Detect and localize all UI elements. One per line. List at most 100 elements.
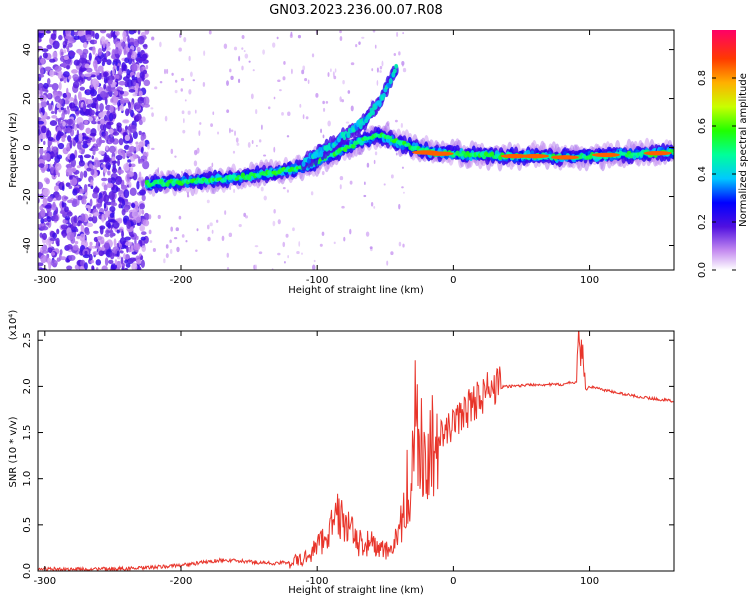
- heatmap-cell: [63, 107, 67, 113]
- heatmap-cell: [110, 98, 114, 103]
- heatmap-cell: [108, 113, 114, 122]
- heatmap-cell: [128, 89, 136, 93]
- heatmap-cell: [396, 31, 399, 37]
- heatmap-cell: [151, 147, 155, 151]
- heatmap-cell: [398, 241, 402, 247]
- heatmap-cell: [53, 169, 56, 177]
- heatmap-cell: [51, 146, 59, 153]
- heatmap-cell: [188, 55, 191, 62]
- heatmap-cell: [50, 111, 55, 115]
- heatmap-cell: [54, 106, 58, 115]
- heatmap-cell: [393, 52, 397, 56]
- heatmap-cell: [85, 127, 91, 135]
- heatmap-cell: [398, 203, 401, 210]
- heatmap-cell: [258, 251, 263, 255]
- heatmap-cell: [38, 30, 46, 34]
- heatmap-cell: [171, 72, 174, 76]
- heatmap-cell: [83, 73, 92, 78]
- heatmap-cell: [140, 231, 147, 236]
- heatmap-cell: [107, 170, 111, 176]
- heatmap-cell: [146, 151, 149, 157]
- heatmap-cell: [195, 249, 198, 252]
- heatmap-cell: [126, 245, 129, 253]
- heatmap-cell: [92, 147, 99, 152]
- heatmap-cell: [69, 139, 73, 149]
- snr-y-unit: (x10⁴): [8, 310, 19, 341]
- heatmap-cell: [351, 144, 356, 149]
- heatmap-cell: [40, 58, 45, 64]
- heatmap-cell: [392, 68, 397, 74]
- heatmap-cell: [45, 30, 51, 34]
- heatmap-cell: [107, 219, 116, 223]
- heatmap-cell: [140, 146, 144, 154]
- heatmap-cell: [254, 264, 257, 270]
- heatmap-cell: [135, 243, 140, 249]
- heatmap-cell: [96, 235, 103, 241]
- heatmap-cell: [50, 33, 57, 40]
- heatmap-cell: [56, 240, 59, 246]
- heatmap-cell: [301, 252, 303, 255]
- heatmap-cell: [163, 258, 166, 264]
- heatmap-cell: [181, 170, 183, 174]
- heatmap-cell: [113, 238, 117, 247]
- heatmap-cell: [39, 147, 44, 156]
- heatmap-cell: [339, 184, 342, 190]
- heatmap-cell: [86, 104, 92, 108]
- heatmap-cell: [101, 177, 108, 182]
- heatmap-cell: [54, 95, 61, 103]
- heatmap-cell: [78, 132, 83, 142]
- heatmap-cell: [62, 49, 67, 54]
- spectrogram-y-ticks: -40 -20 0 20 40: [22, 43, 674, 254]
- heatmap-cell: [126, 220, 132, 229]
- heatmap-cell: [402, 67, 407, 73]
- heatmap-cell: [223, 43, 228, 49]
- heatmap-cell: [46, 44, 53, 50]
- heatmap-cell: [60, 256, 67, 261]
- heatmap-cell: [73, 215, 78, 224]
- heatmap-cell: [127, 51, 132, 60]
- heatmap-cell: [268, 106, 271, 110]
- heatmap-cell: [120, 39, 124, 43]
- heatmap-cell: [170, 226, 173, 232]
- heatmap-cell: [62, 233, 66, 238]
- heatmap-cell: [74, 94, 77, 103]
- page-title: GN03.2023.236.00.07.R08: [269, 3, 443, 18]
- heatmap-cell: [52, 232, 57, 239]
- heatmap-cell: [237, 78, 241, 84]
- heatmap-cell: [77, 141, 82, 150]
- colorbar-label: Normalized spectral amplitude: [738, 73, 749, 227]
- heatmap-cell: [151, 112, 154, 117]
- heatmap-cell: [185, 240, 188, 243]
- heatmap-cell: [401, 186, 404, 189]
- heatmap-cell: [186, 195, 190, 198]
- heatmap-cell: [113, 59, 118, 63]
- heatmap-cell: [394, 63, 399, 69]
- heatmap-cell: [46, 146, 51, 152]
- heatmap-cell: [77, 75, 84, 83]
- heatmap-cell: [98, 150, 106, 155]
- heatmap-cell: [95, 203, 102, 208]
- heatmap-cell: [103, 157, 110, 162]
- heatmap-cell: [67, 137, 71, 143]
- heatmap-cell: [39, 267, 43, 270]
- heatmap-cell: [75, 235, 82, 240]
- heatmap-cell: [349, 228, 352, 235]
- heatmap-cell: [359, 139, 364, 146]
- heatmap-cell: [96, 103, 99, 112]
- heatmap-cell: [322, 100, 325, 105]
- heatmap-cell: [94, 32, 100, 40]
- x-tick-label: -300: [33, 275, 56, 286]
- heatmap-cell: [55, 194, 62, 201]
- heatmap-cell: [117, 68, 123, 76]
- heatmap-cell: [131, 251, 137, 255]
- heatmap-cell: [82, 41, 88, 49]
- heatmap-cell: [98, 250, 105, 257]
- heatmap-cell: [56, 257, 61, 262]
- heatmap-cell: [61, 136, 66, 143]
- x-tick-label: 100: [580, 275, 599, 286]
- heatmap-cell: [135, 113, 142, 121]
- heatmap-cell: [78, 160, 85, 167]
- heatmap-cell: [71, 167, 77, 173]
- heatmap-cell: [206, 199, 210, 204]
- heatmap-cell: [321, 231, 325, 236]
